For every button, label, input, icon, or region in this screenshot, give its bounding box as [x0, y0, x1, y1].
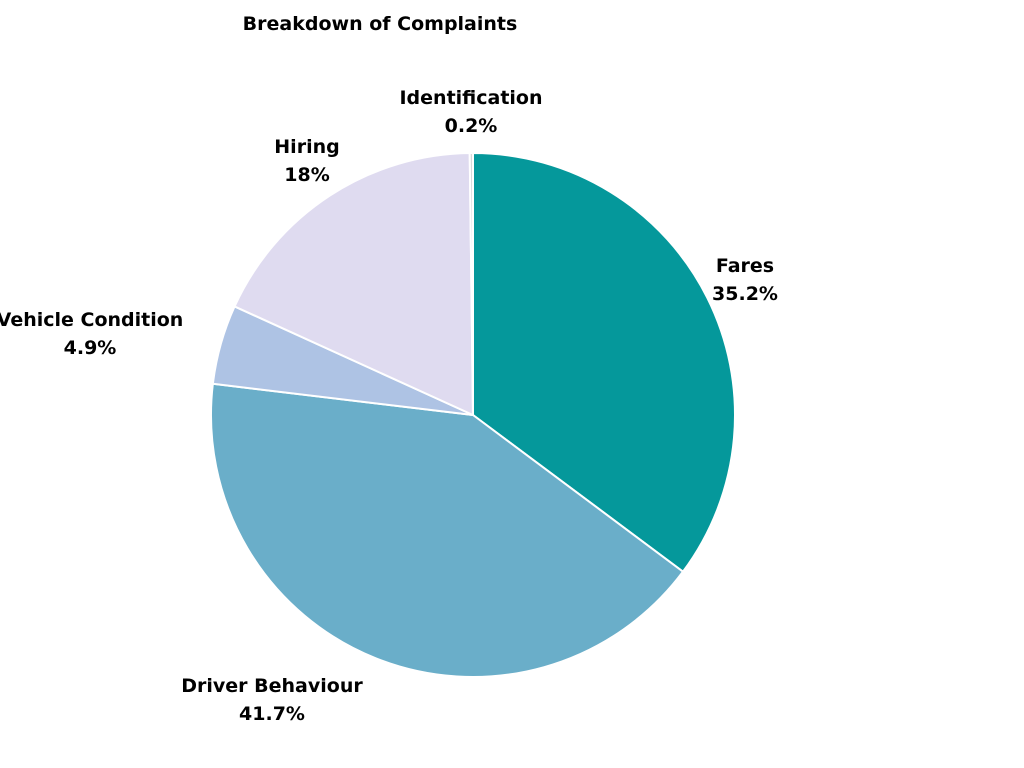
slice-value-vehicle-condition: 4.9%: [64, 337, 117, 359]
slice-label-fares: Fares: [716, 255, 774, 277]
pie-slice-hiring: [233, 152, 475, 417]
slice-label-vehicle-condition: Vehicle Condition: [0, 309, 183, 331]
slice-value-driver-behaviour: 41.7%: [239, 703, 305, 725]
pie-labels: Fares 35.2% Driver Behaviour 41.7% Vehicle C…: [0, 87, 778, 725]
slice-value-hiring: 18%: [284, 164, 329, 186]
slice-value-identification: 0.2%: [445, 115, 498, 137]
slice-label-driver-behaviour: Driver Behaviour: [181, 675, 363, 697]
pie-slice-identification: [468, 151, 474, 416]
slice-label-identification: Identification: [399, 87, 542, 109]
pie-slice-fares: [472, 151, 736, 574]
slice-value-fares: 35.2%: [712, 283, 778, 305]
pie-slice-driver-behaviour: [210, 382, 685, 679]
pie-slices: [210, 151, 736, 679]
chart-title: Breakdown of Complaints: [243, 13, 518, 35]
slice-label-hiring: Hiring: [274, 136, 339, 158]
